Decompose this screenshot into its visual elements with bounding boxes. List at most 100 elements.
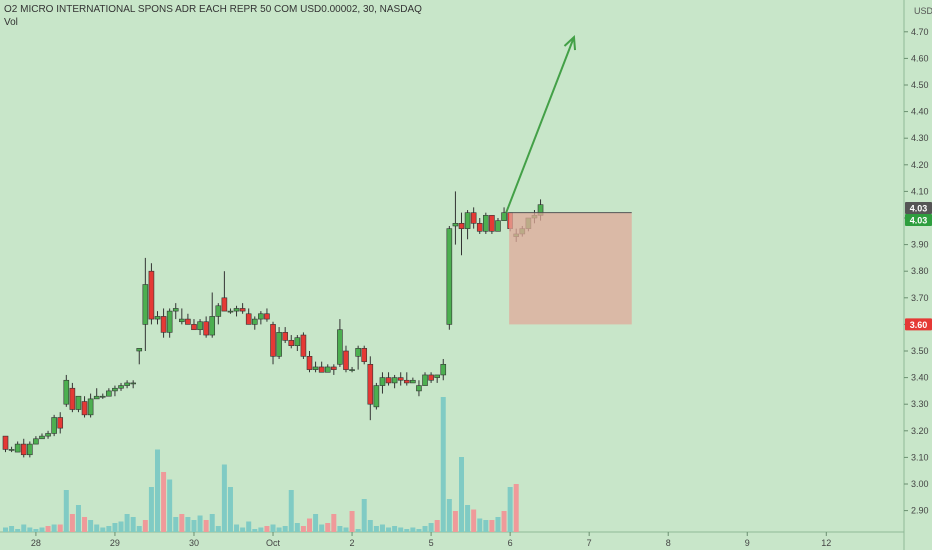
volume-bar	[240, 527, 246, 532]
candle-body	[14, 443, 21, 453]
volume-bar	[325, 523, 331, 532]
candle-body	[416, 385, 422, 392]
candle-body	[75, 395, 82, 410]
volume-bar	[471, 509, 477, 532]
candle-body	[215, 305, 222, 317]
candle-body	[251, 318, 258, 325]
volume-bar	[270, 524, 276, 532]
volume-bar	[422, 526, 428, 532]
y-tick-label: 3.70	[911, 293, 929, 303]
candle-body	[160, 316, 167, 333]
drawings[interactable]	[505, 34, 632, 325]
candle-body	[464, 212, 471, 229]
candle-body	[203, 321, 209, 336]
volume-bar	[234, 524, 240, 532]
y-tick-label: 3.10	[911, 452, 929, 462]
candle-body	[191, 324, 197, 331]
volume-bar	[51, 524, 57, 532]
volume-bar	[282, 526, 288, 532]
volume-bar	[252, 529, 258, 532]
x-tick-label: 2	[350, 538, 355, 548]
candle-body	[227, 310, 234, 313]
candle-body	[452, 223, 459, 227]
candle-body	[337, 329, 343, 365]
candle-body	[300, 334, 307, 357]
y-tick-label: 4.10	[911, 186, 929, 196]
candle-body	[45, 433, 51, 437]
candle-body	[69, 387, 76, 410]
candle-body	[349, 369, 355, 371]
volume-bar	[386, 527, 392, 532]
volume-bar	[15, 529, 21, 532]
candle-body	[130, 382, 136, 385]
volume-bar	[489, 520, 495, 532]
volume-bar	[124, 514, 130, 532]
candle-body	[343, 350, 349, 370]
y-tick-label: 4.60	[911, 53, 929, 63]
candle-body	[27, 443, 33, 456]
y-tick-label: 3.90	[911, 240, 929, 250]
candle-body	[142, 284, 149, 325]
y-tick-label: 2.90	[911, 506, 929, 516]
candle-body	[33, 438, 39, 445]
volume-bar	[294, 523, 300, 532]
volume-bar	[155, 449, 160, 532]
volume-bar	[209, 514, 215, 532]
x-tick-label: 6	[508, 538, 513, 548]
candle-body	[361, 348, 368, 362]
candle-body	[355, 348, 361, 357]
volume-bar	[197, 515, 203, 532]
candle-body	[99, 395, 106, 398]
candle-body	[185, 318, 191, 325]
candle-body	[324, 366, 331, 373]
candle-body	[8, 449, 15, 451]
candle-body	[57, 417, 64, 429]
candle-body	[245, 313, 252, 325]
volume-bar	[215, 526, 221, 532]
chart-legend: O2 MICRO INTERNATIONAL SPONS ADR EACH RE…	[4, 3, 422, 29]
volume-bar	[167, 479, 173, 532]
volume-bar	[94, 524, 100, 532]
y-tick-label: 3.50	[911, 346, 929, 356]
volume-bar	[495, 517, 501, 532]
volume-bar	[513, 484, 519, 532]
volume-bar	[258, 527, 264, 532]
candle-body	[410, 379, 416, 384]
volume-bar	[331, 514, 337, 532]
volume-bar	[112, 523, 118, 532]
candle-body	[124, 382, 130, 386]
volume-bar	[82, 517, 88, 532]
candles	[2, 191, 544, 458]
volume-bar	[136, 526, 142, 532]
x-tick-label: 30	[189, 538, 199, 548]
candle-body	[264, 313, 270, 320]
candle-body	[403, 379, 410, 384]
candle-body	[294, 337, 301, 346]
candle-body	[276, 332, 282, 357]
volume-bar	[227, 487, 233, 532]
volume-bar	[191, 520, 197, 532]
y-tick-label: 3.20	[911, 426, 929, 436]
candle-body	[367, 363, 374, 405]
candle-body	[258, 313, 264, 320]
candle-body	[495, 220, 501, 232]
candle-body	[312, 366, 319, 370]
volume-bar	[319, 524, 325, 532]
volume-bar	[373, 526, 379, 532]
currency-label: USD	[914, 6, 932, 16]
volume-bar	[179, 514, 185, 532]
price-tag-red	[905, 318, 932, 331]
volume-bar	[440, 397, 446, 532]
volume-bar	[106, 526, 112, 532]
price-tag-label: 4.03	[910, 204, 928, 214]
volume-bar	[416, 529, 422, 532]
stop-loss-box	[509, 212, 632, 325]
x-tick-label: 12	[821, 538, 831, 548]
candle-body	[81, 401, 88, 416]
candle-body	[270, 324, 276, 357]
candle-body	[318, 366, 325, 373]
volume-bar	[9, 526, 15, 532]
x-tick-label: 8	[666, 538, 671, 548]
volume-bar	[361, 499, 367, 532]
